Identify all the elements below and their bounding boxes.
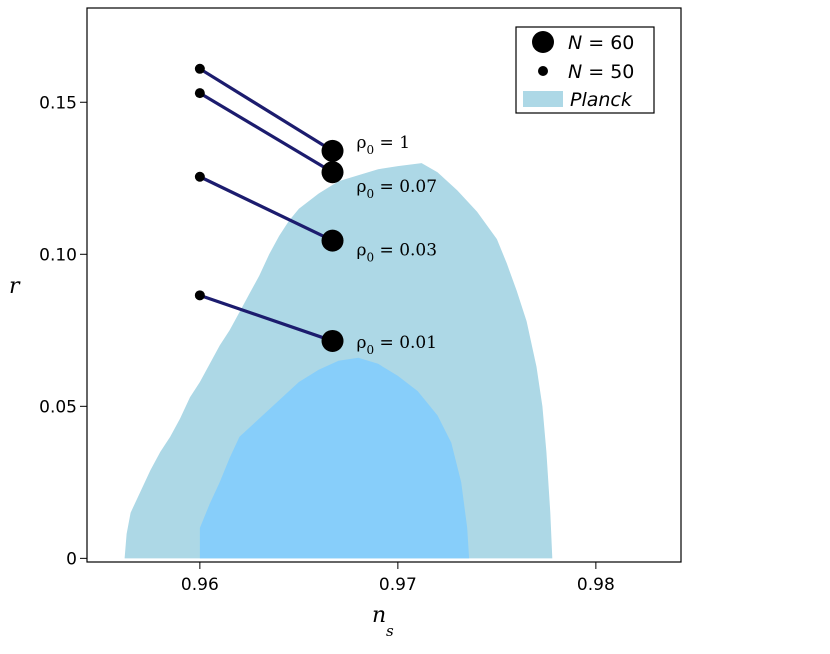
point-n60 [321,229,344,252]
rho-symbol: ρ [357,333,367,353]
point-n60 [321,139,344,162]
plot-frame [86,7,682,563]
y-tick-label: 0 [66,549,77,569]
legend-entry-n50-value: = 50 [582,61,634,83]
rho-value: = 0.01 [374,333,437,353]
connector-line [199,67,334,153]
connector-line [199,293,334,343]
rho-symbol: ρ [357,177,367,197]
rho-value: = 1 [374,133,410,153]
point-n60 [321,161,344,184]
connector-line [199,175,334,243]
rho-value: = 0.07 [374,177,437,197]
legend-swatch-planck [523,91,563,107]
x-tick-label: 0.97 [379,575,417,595]
connector-lines [199,67,334,343]
legend-entry-n50: N = 50 [568,61,634,83]
legend-entry-n60-value: = 60 [582,32,634,54]
y-axis-label: r [9,274,21,299]
legend: N = 60 N = 50 Planck [515,26,655,114]
rho-subscript: 0 [367,143,375,157]
legend-entry-n60-var: N [568,32,582,54]
point-n50 [194,171,205,182]
y-tick-label: 0.15 [39,93,77,113]
planck-region-inner [199,357,470,559]
legend-entry-n50-var: N [568,61,582,83]
point-n50 [194,88,205,99]
y-tick-label: 0.10 [39,245,77,265]
connector-line [199,91,334,174]
rho-subscript: 0 [367,343,375,357]
legend-marker-n60 [532,31,554,53]
rho-subscript: 0 [367,251,375,265]
planck-regions [124,163,553,559]
rho-subscript: 0 [367,187,375,201]
data-points [194,63,344,352]
legend-entry-n60: N = 60 [568,32,634,54]
point-n50 [194,63,205,74]
legend-entry-planck: Planck [570,89,633,111]
point-n50 [194,290,205,301]
x-axis: 0.96 0.97 0.98 [181,562,615,595]
rho-label: ρ0 = 0.03 [357,241,438,265]
x-tick-label: 0.96 [181,575,219,595]
point-n60 [321,329,344,352]
rho-label: ρ0 = 0.07 [357,177,438,201]
x-axis-label-subscript: s [386,622,394,640]
x-tick-label: 0.98 [577,575,615,595]
rho-value: = 0.03 [374,241,437,261]
y-axis: 0 0.05 0.10 0.15 [39,93,87,569]
y-tick-label: 0.05 [39,397,77,417]
rho-symbol: ρ [357,241,367,261]
rho-label: ρ0 = 0.01 [357,333,438,357]
rho-symbol: ρ [357,133,367,153]
legend-marker-n50 [538,66,548,76]
rho-label: ρ0 = 1 [357,133,411,157]
x-axis-label: n [372,603,386,628]
